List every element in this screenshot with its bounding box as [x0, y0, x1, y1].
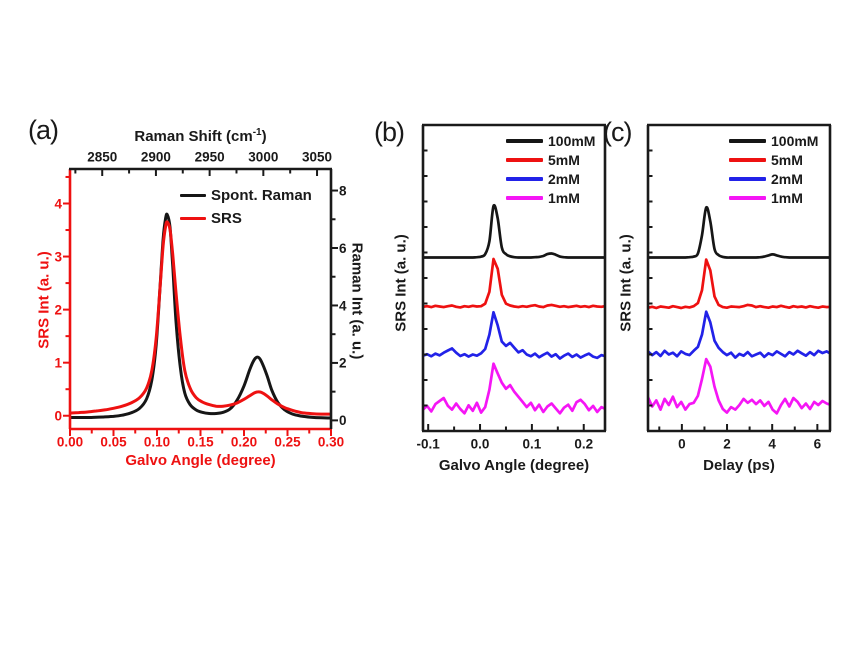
svg-text:0.20: 0.20 [231, 435, 257, 450]
svg-text:0.25: 0.25 [274, 435, 301, 450]
spont-raman-line-swatch-icon [180, 193, 206, 198]
panel-a-left-y-axis-title: SRS Int (a. u.) [35, 251, 53, 349]
svg-text:4: 4 [768, 437, 776, 452]
legend-label: 5mM [771, 152, 803, 168]
legend-label: 100mM [771, 133, 819, 149]
svg-text:4: 4 [339, 298, 347, 313]
legend-item-5mM: 5mM [729, 153, 803, 167]
100mM-line-swatch-icon [729, 139, 766, 143]
svg-text:0.15: 0.15 [187, 435, 214, 450]
2mM-line-swatch-icon [729, 177, 766, 181]
top-axis-title-post: ) [261, 128, 267, 145]
5mM-line-swatch-icon [506, 158, 543, 162]
legend-item-1mM: 1mM [506, 191, 580, 205]
svg-text:2850: 2850 [87, 150, 117, 165]
2mM-line-swatch-icon [506, 177, 543, 181]
legend-item-2mM: 2mM [506, 172, 580, 186]
panel-b-y-axis-title: SRS Int (a. u.) [392, 234, 410, 332]
svg-text:6: 6 [339, 241, 347, 256]
panel-c-y-axis-title: SRS Int (a. u.) [617, 234, 635, 332]
legend-label: 1mM [548, 190, 580, 206]
100mM-line-swatch-icon [506, 139, 543, 143]
svg-text:-0.1: -0.1 [417, 437, 441, 452]
svg-text:0.10: 0.10 [144, 435, 170, 450]
svg-text:0: 0 [54, 409, 62, 424]
panel-c-x-axis-title: Delay (ps) [703, 457, 775, 474]
legend-item-srs: SRS [180, 211, 242, 226]
svg-text:0.1: 0.1 [522, 437, 541, 452]
svg-text:0: 0 [339, 413, 347, 428]
svg-text:2950: 2950 [195, 150, 225, 165]
svg-text:0.00: 0.00 [57, 435, 83, 450]
legend-label: 2mM [548, 171, 580, 187]
legend-item-1mM: 1mM [729, 191, 803, 205]
panel-a-label: (a) [28, 115, 59, 145]
legend-item-5mM: 5mM [506, 153, 580, 167]
5mM-line-swatch-icon [729, 158, 766, 162]
svg-text:0.2: 0.2 [574, 437, 593, 452]
legend-label: 1mM [771, 190, 803, 206]
svg-text:3: 3 [54, 249, 62, 264]
panel-a-x-axis-title: Galvo Angle (degree) [125, 452, 276, 469]
panel-b-plot: -0.1 0.0 0.1 0.2 [417, 123, 607, 452]
top-axis-title-sup: -1 [252, 127, 262, 138]
panel-b-label: (b) [374, 117, 405, 147]
legend-label: 100mM [548, 133, 596, 149]
svg-text:0.05: 0.05 [100, 435, 127, 450]
legend-label: SRS [211, 210, 242, 227]
svg-text:3000: 3000 [248, 150, 278, 165]
svg-text:1: 1 [54, 355, 62, 370]
legend-item-2mM: 2mM [729, 172, 803, 186]
panel-a-right-y-axis-title: Raman Int (a. u.) [348, 242, 366, 360]
srs-line-swatch-icon [180, 216, 206, 221]
svg-text:3050: 3050 [302, 150, 332, 165]
panel-c-label: (c) [603, 117, 633, 147]
svg-text:0.30: 0.30 [318, 435, 344, 450]
panel-a-top-axis-title: Raman Shift (cm-1) [70, 127, 331, 145]
legend-label: Spont. Raman [211, 187, 312, 204]
svg-text:8: 8 [339, 183, 347, 198]
svg-text:2900: 2900 [141, 150, 171, 165]
svg-text:0: 0 [678, 437, 686, 452]
legend-label: 2mM [771, 171, 803, 187]
panel-c-plot: 0 2 4 6 [646, 123, 832, 452]
1mM-line-swatch-icon [506, 196, 543, 200]
legend-item-spont-raman: Spont. Raman [180, 188, 312, 203]
legend-label: 5mM [548, 152, 580, 168]
svg-text:4: 4 [54, 196, 62, 211]
svg-text:2: 2 [339, 356, 347, 371]
top-axis-title-pre: Raman Shift (cm [134, 128, 253, 145]
svg-text:2: 2 [54, 302, 62, 317]
legend-item-100mM: 100mM [506, 134, 595, 148]
panel-a-plot: 0.00 0.05 0.10 0.15 0.20 0.25 0.30 2850 2900 2950… [54, 150, 347, 450]
legend-item-100mM: 100mM [729, 134, 818, 148]
svg-text:6: 6 [814, 437, 822, 452]
panel-b-x-axis-title: Galvo Angle (degree) [438, 457, 590, 474]
1mM-line-swatch-icon [729, 196, 766, 200]
svg-text:0.0: 0.0 [471, 437, 490, 452]
svg-text:2: 2 [723, 437, 731, 452]
